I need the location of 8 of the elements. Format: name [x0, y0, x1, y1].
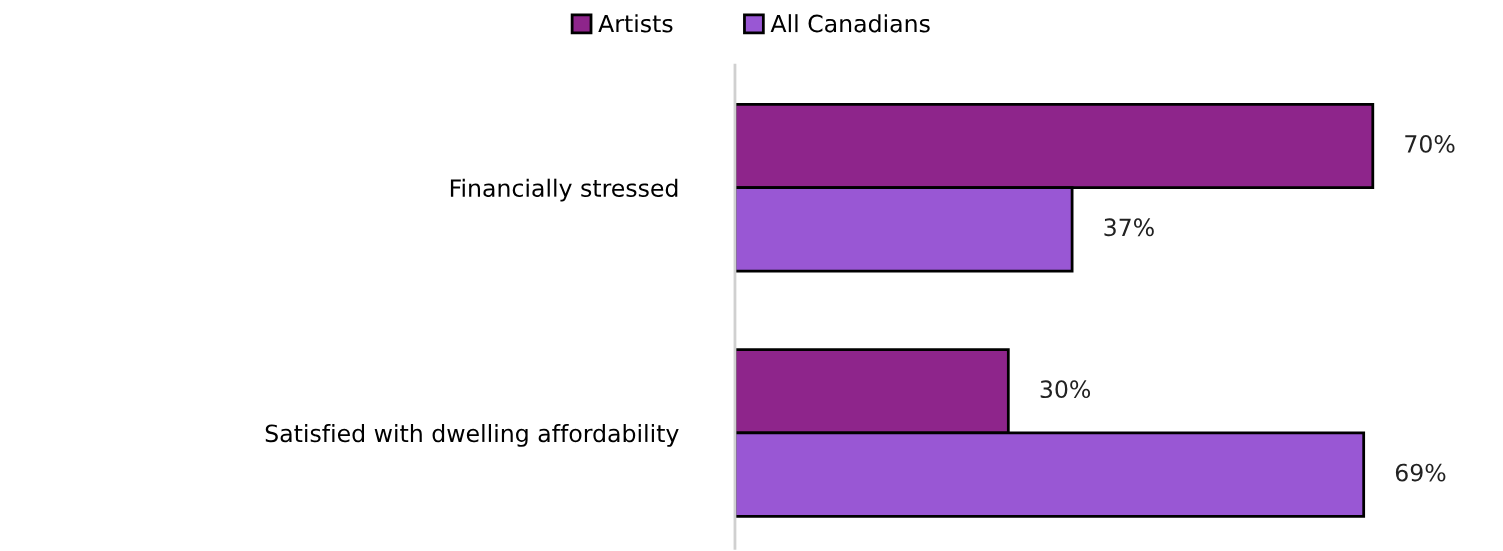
data-label: 70%	[1405, 134, 1455, 153]
legend-label: Artists	[598, 14, 673, 33]
legend-label: All Canadians	[770, 14, 930, 33]
y-tick-label: Financially stressed	[450, 178, 678, 202]
data-label: 37%	[1104, 218, 1154, 237]
y-tick-label: Satisfied with dwelling affordability	[265, 423, 679, 447]
data-label: 69%	[1395, 463, 1446, 482]
data-label: 30%	[1040, 380, 1091, 399]
